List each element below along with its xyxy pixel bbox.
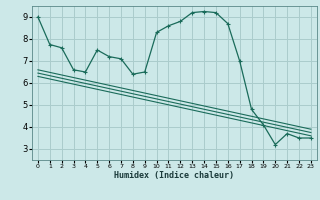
X-axis label: Humidex (Indice chaleur): Humidex (Indice chaleur) <box>115 171 234 180</box>
